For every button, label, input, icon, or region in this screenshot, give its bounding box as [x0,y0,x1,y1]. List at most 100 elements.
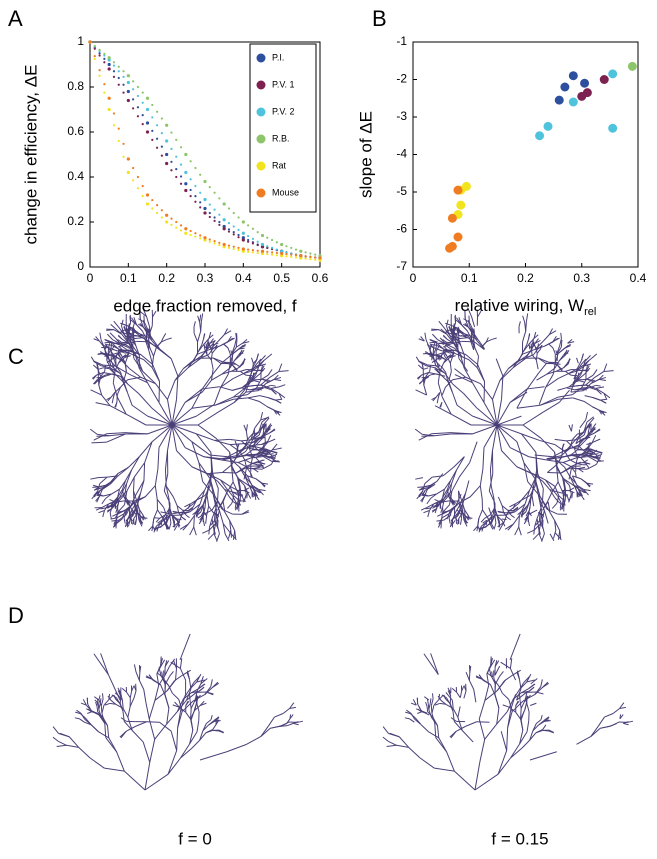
network-edge [165,666,170,675]
trail-dot [218,197,220,199]
trail-dot [190,230,192,232]
network-edge [194,527,197,535]
legend-marker [257,81,266,90]
y-tick-label: -3 [396,109,407,123]
trail-dot [118,84,120,86]
trail-dot [113,76,115,78]
network-edge [132,405,147,416]
network-edge [501,731,506,750]
network-edge [567,388,575,390]
trail-dot [132,179,134,181]
network-edge [543,335,549,342]
data-point [146,130,149,133]
network-edge [523,331,526,342]
network-edge [451,414,471,425]
network-edge [569,494,572,502]
trail-dot [161,209,163,211]
trail-dot [237,247,239,249]
network-edge [271,385,276,386]
network-edge [441,402,442,407]
network-edge [424,368,429,370]
network-edge [91,442,106,443]
legend-marker [257,108,266,117]
network-edge [191,711,194,720]
network-edge [139,680,143,689]
network-edge [532,496,534,506]
network-edge [598,717,604,726]
y-tick-label: 0 [77,259,84,273]
network-edge [534,527,535,534]
network-edge [541,679,543,686]
trail-dot [156,111,158,113]
data-point [203,207,206,210]
network-edge [223,493,227,502]
network-edge [206,720,211,724]
trail-dot [132,88,134,90]
trail-dot [233,233,235,235]
trail-dot [228,228,230,230]
network-edge [157,510,162,518]
network-edge [432,476,443,477]
network-edge [455,316,456,323]
network-edge [492,380,499,399]
network-edge [483,448,484,469]
trail-dot [132,167,134,169]
network-edge [233,374,243,379]
trail-dot [209,216,211,218]
trail-dot [276,248,278,250]
trail-dot [170,148,172,150]
network-edge [190,527,194,535]
network-edge [549,344,553,348]
trail-dot [276,241,278,243]
network-edge [558,374,568,379]
network-edge [390,733,400,737]
network-edge [122,700,123,708]
trail-dot [213,240,215,242]
network-edge [145,486,155,497]
network-edge [569,491,574,493]
network-edge [521,711,524,720]
trail-dot [194,195,196,197]
network-edge [214,387,221,404]
x-tick-label: 0.3 [573,271,590,285]
network-edge [591,354,597,359]
network-edge [257,389,263,390]
trail-dot [98,75,100,77]
data-point [184,171,187,174]
network-edge [452,392,457,405]
network-edge [415,478,423,480]
trail-dot [118,77,120,79]
network-edge [130,691,131,698]
network-edge [169,523,171,528]
network-edge [604,364,607,372]
x-axis-label: relative wiring, Wrel [455,296,597,317]
trail-dot [213,216,215,218]
network-edge [171,359,178,376]
network-edge [529,457,547,460]
network-edge [202,530,209,533]
trail-dot [161,146,163,148]
legend-marker [257,189,266,198]
trail-dot [252,249,254,251]
network-edge [415,719,421,724]
data-point [223,202,226,205]
network-edge [224,344,228,348]
network-edge [454,369,465,378]
network-edge [557,387,569,390]
trail-dot [228,207,230,209]
network-edge [103,693,104,699]
caption: f = 0 [178,829,212,848]
y-tick-label: -7 [396,259,407,273]
data-point [555,96,564,105]
trail-dot [170,131,172,133]
network-edge [525,703,527,711]
trail-dot [266,251,268,253]
trail-dot [190,195,192,197]
trail-dot [103,92,105,94]
network-edge [481,384,493,400]
trail-dot [295,256,297,258]
network-edge [439,694,440,700]
network-edge [150,739,155,762]
data-point [203,211,206,214]
network-edge [106,433,125,434]
